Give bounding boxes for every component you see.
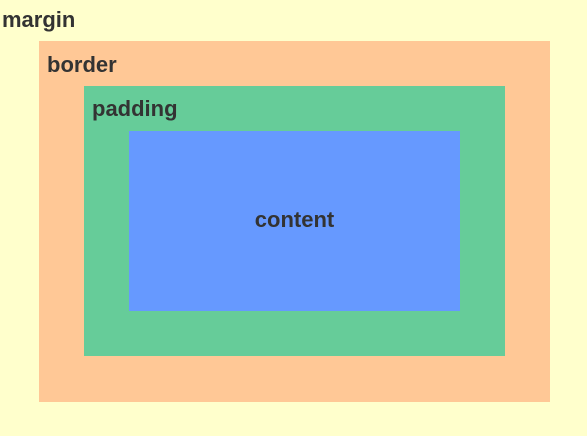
margin-label: margin [2,7,76,32]
content-area: content [129,131,460,311]
content-label-wrap: content [129,131,460,311]
border-label: border [47,52,117,77]
padding-label: padding [92,96,178,121]
content-label: content [254,207,335,232]
